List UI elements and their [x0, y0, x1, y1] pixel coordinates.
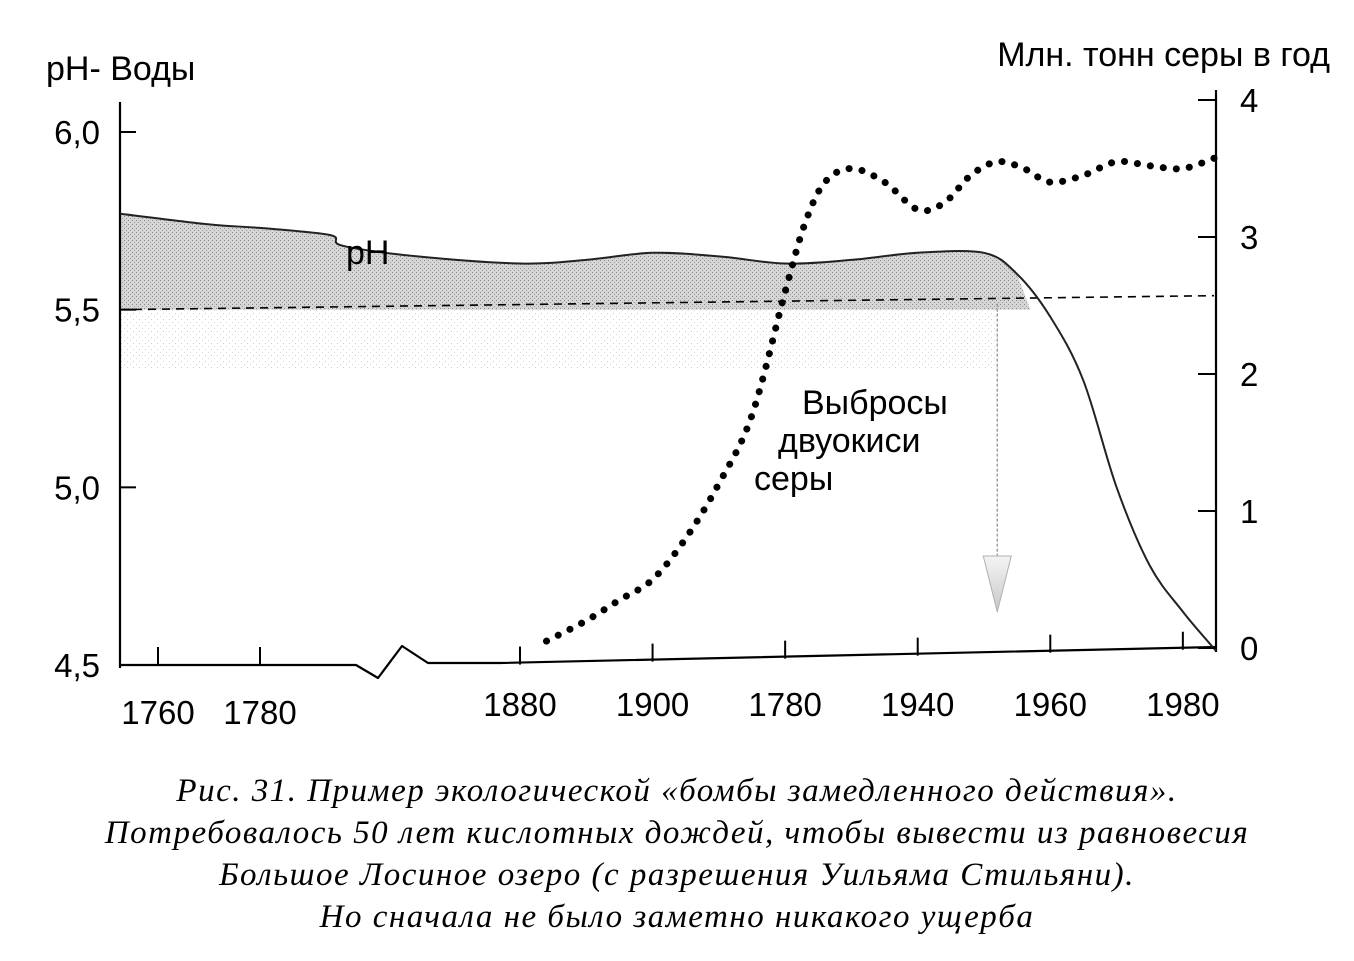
right-tick-label-1: 1	[1240, 493, 1258, 530]
arrow-head	[982, 555, 1012, 613]
emissions-label-line2: двуокиси	[778, 422, 921, 460]
x-axis-ticks: 1760 1780 1880 1900 1780 1940 1960 1980	[121, 686, 1219, 731]
bottom-axis-line	[120, 644, 1217, 680]
emissions-label-line3: серы	[754, 460, 833, 498]
x-tick-label-1980: 1980	[1146, 686, 1219, 723]
caption-line-4: Но сначала не было заметно никакого ущер…	[319, 899, 1035, 935]
emissions-curve	[543, 154, 1220, 645]
ph-5-5-dashed-line	[119, 294, 1215, 311]
x-tick-label-1960: 1960	[1014, 686, 1087, 723]
axes	[118, 90, 1218, 680]
faint-stipple-band	[120, 309, 1000, 370]
x-tick-label-1880: 1880	[483, 686, 556, 723]
x-tick-label-1780: 1780	[223, 694, 296, 731]
series-emissions-dots	[543, 154, 1220, 645]
right-tick-label-2: 2	[1240, 356, 1258, 393]
x-tick-label-1940: 1940	[881, 686, 954, 723]
x-tick-label-1760: 1760	[121, 694, 194, 731]
left-tick-label-5,5: 5,5	[54, 292, 100, 329]
right-tick-label-0: 0	[1240, 630, 1258, 667]
left-tick-label-4,5: 4,5	[54, 647, 100, 684]
reference-line	[119, 294, 1215, 311]
caption-line-1: Рис. 31. Пример экологической «бомбы зам…	[176, 773, 1178, 809]
caption-line-2: Потребовалось 50 лет кислотных дождей, ч…	[104, 815, 1250, 851]
x-tick-label-1900: 1900	[616, 686, 689, 723]
right-axis-title: Млн. тонн серы в год	[997, 36, 1330, 74]
down-arrow	[982, 303, 1012, 613]
right-tick-label-4: 4	[1240, 82, 1258, 119]
x-tick-label-1780: 1780	[748, 686, 821, 723]
right-tick-label-3: 3	[1240, 219, 1258, 256]
ph-curve	[119, 212, 1217, 652]
left-tick-label-5,0: 5,0	[54, 469, 100, 506]
left-axis-title: pH- Воды	[46, 50, 195, 88]
figure-caption: Рис. 31. Пример экологической «бомбы зам…	[0, 770, 1354, 938]
right-axis-ticks: 4 3 2 1 0	[1198, 82, 1258, 667]
series-ph-line	[119, 212, 1217, 652]
caption-line-3: Большое Лосиное озеро (с разрешения Уиль…	[219, 857, 1135, 893]
left-axis-ticks: 6,0 5,5 5,0 4,5	[54, 114, 136, 684]
ph-series-label: pH	[346, 234, 389, 272]
left-tick-label-6,0: 6,0	[54, 114, 100, 151]
ph-shaded-area	[120, 213, 1031, 370]
emissions-label-line1: Выбросы	[802, 384, 948, 422]
